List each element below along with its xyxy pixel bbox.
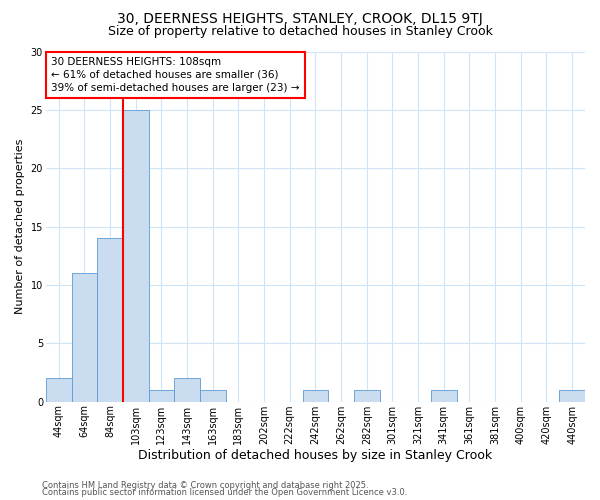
Bar xyxy=(97,238,123,402)
Bar xyxy=(200,390,226,402)
Bar xyxy=(149,390,174,402)
Text: Contains public sector information licensed under the Open Government Licence v3: Contains public sector information licen… xyxy=(42,488,407,497)
Bar xyxy=(46,378,71,402)
Text: 30 DEERNESS HEIGHTS: 108sqm
← 61% of detached houses are smaller (36)
39% of sem: 30 DEERNESS HEIGHTS: 108sqm ← 61% of det… xyxy=(51,57,300,93)
Bar xyxy=(123,110,149,402)
Bar xyxy=(302,390,328,402)
X-axis label: Distribution of detached houses by size in Stanley Crook: Distribution of detached houses by size … xyxy=(139,450,493,462)
Bar xyxy=(431,390,457,402)
Text: 30, DEERNESS HEIGHTS, STANLEY, CROOK, DL15 9TJ: 30, DEERNESS HEIGHTS, STANLEY, CROOK, DL… xyxy=(117,12,483,26)
Bar xyxy=(354,390,380,402)
Text: Size of property relative to detached houses in Stanley Crook: Size of property relative to detached ho… xyxy=(107,25,493,38)
Text: Contains HM Land Registry data © Crown copyright and database right 2025.: Contains HM Land Registry data © Crown c… xyxy=(42,480,368,490)
Bar xyxy=(559,390,585,402)
Y-axis label: Number of detached properties: Number of detached properties xyxy=(15,139,25,314)
Bar xyxy=(71,274,97,402)
Bar xyxy=(174,378,200,402)
